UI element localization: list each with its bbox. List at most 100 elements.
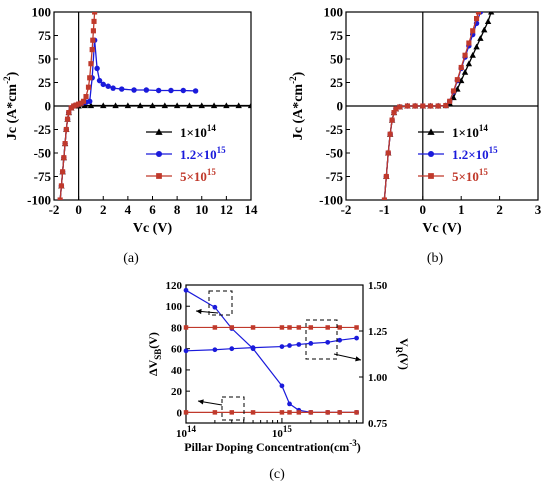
x-tick-label: 14 — [245, 202, 259, 217]
dashed-box — [208, 290, 233, 316]
data-point — [85, 84, 92, 90]
data-point — [183, 348, 189, 354]
data-point — [112, 102, 119, 109]
label-part: Jc (A*cm — [5, 84, 20, 141]
data-point — [461, 68, 469, 75]
x-tick-label: 6 — [149, 202, 156, 217]
label-part: ) — [357, 440, 361, 454]
plot-frame — [185, 284, 364, 424]
data-point — [212, 410, 218, 415]
label-part: ) — [291, 71, 306, 76]
data-point — [427, 103, 434, 109]
data-point — [198, 102, 205, 109]
data-point — [235, 102, 242, 109]
data-point — [118, 86, 125, 92]
data-point — [287, 410, 292, 415]
panel-caption: (c) — [269, 467, 285, 482]
data-point — [484, 18, 492, 24]
label-part: -3 — [349, 438, 357, 448]
data-point — [458, 64, 464, 71]
x-tick-label: 2 — [496, 202, 503, 217]
x-tick-label: 10 — [195, 202, 208, 217]
data-point — [454, 77, 460, 83]
x-tick-label: 1015 — [272, 424, 293, 440]
label-part: 10 — [176, 428, 188, 440]
y-left-tick-label: 120 — [166, 280, 183, 292]
y-tick-label: 0 — [45, 99, 52, 114]
data-point — [381, 197, 387, 200]
label-part: 14 — [187, 424, 197, 434]
x-tick-label: 0 — [420, 202, 427, 217]
data-point — [412, 103, 418, 109]
data-point — [279, 383, 285, 389]
data-point — [173, 102, 181, 109]
data-point — [161, 102, 169, 109]
data-point — [156, 173, 162, 179]
data-point — [308, 410, 314, 415]
y-left-axis-label: ΔVSB(V) — [146, 332, 163, 376]
label-part: 5×10 — [180, 169, 207, 184]
arrow-head — [198, 399, 204, 405]
data-point — [325, 410, 330, 415]
data-point — [447, 98, 453, 104]
dashed-box — [305, 319, 338, 360]
data-point — [391, 110, 397, 116]
label-part: 15 — [217, 145, 227, 155]
data-point — [88, 61, 94, 67]
data-point — [183, 325, 189, 330]
series-line — [59, 40, 196, 200]
data-point — [308, 325, 314, 330]
label-part: 10 — [272, 428, 284, 440]
y-left-tick-label: 60 — [171, 344, 183, 356]
data-point — [110, 85, 116, 91]
data-point — [404, 103, 410, 109]
y-axis-label: Jc (A*cm-2) — [288, 71, 306, 140]
label-part: 14 — [479, 123, 489, 133]
y-axis-label: Jc (A*cm-2) — [2, 71, 20, 140]
panel-caption: (b) — [427, 251, 444, 266]
y-left-tick-label: 80 — [171, 322, 183, 334]
data-point — [155, 128, 163, 135]
y-tick-label: -75 — [326, 169, 344, 184]
data-point — [210, 102, 218, 109]
label-part: Pillar Doping Concentration(cm — [184, 440, 349, 454]
data-point — [63, 126, 69, 133]
data-point — [473, 43, 480, 50]
y-tick-label: -100 — [27, 193, 51, 208]
label-part: R — [394, 347, 404, 354]
data-point — [58, 183, 64, 189]
x-tick-label: -2 — [49, 202, 60, 217]
data-point — [427, 128, 435, 135]
data-point — [100, 102, 107, 109]
label-part: V — [397, 338, 411, 347]
panel-caption: (a) — [123, 251, 139, 266]
x-tick-label: 1 — [458, 202, 465, 217]
data-point — [387, 131, 393, 137]
data-point — [287, 401, 292, 407]
data-point — [474, 16, 480, 22]
data-point — [83, 94, 89, 100]
data-point — [64, 116, 71, 122]
series-line — [185, 337, 357, 352]
data-point — [279, 344, 285, 349]
data-point — [212, 347, 218, 353]
y-right-tick-label: 0.75 — [368, 418, 388, 430]
data-point — [397, 104, 403, 110]
x-axis-label: Vc (V) — [422, 221, 462, 236]
legend-label: 1.2×1015 — [452, 145, 498, 162]
label-part: (V) — [146, 332, 160, 349]
label-part: 14 — [207, 123, 217, 133]
data-point — [229, 346, 235, 352]
y-left-tick-label: 100 — [166, 301, 183, 313]
data-point — [229, 325, 235, 330]
data-point — [337, 410, 342, 415]
x-axis-label: Vc (V) — [133, 221, 173, 236]
y-tick-label: -75 — [34, 169, 52, 184]
y-tick-label: 75 — [38, 28, 52, 43]
label-part: 5×10 — [452, 169, 479, 184]
arrow-head — [355, 356, 361, 362]
data-point — [87, 102, 95, 109]
data-point — [470, 28, 476, 34]
label-part: 1.2×10 — [452, 147, 489, 162]
x-tick-label: 3 — [535, 202, 542, 217]
